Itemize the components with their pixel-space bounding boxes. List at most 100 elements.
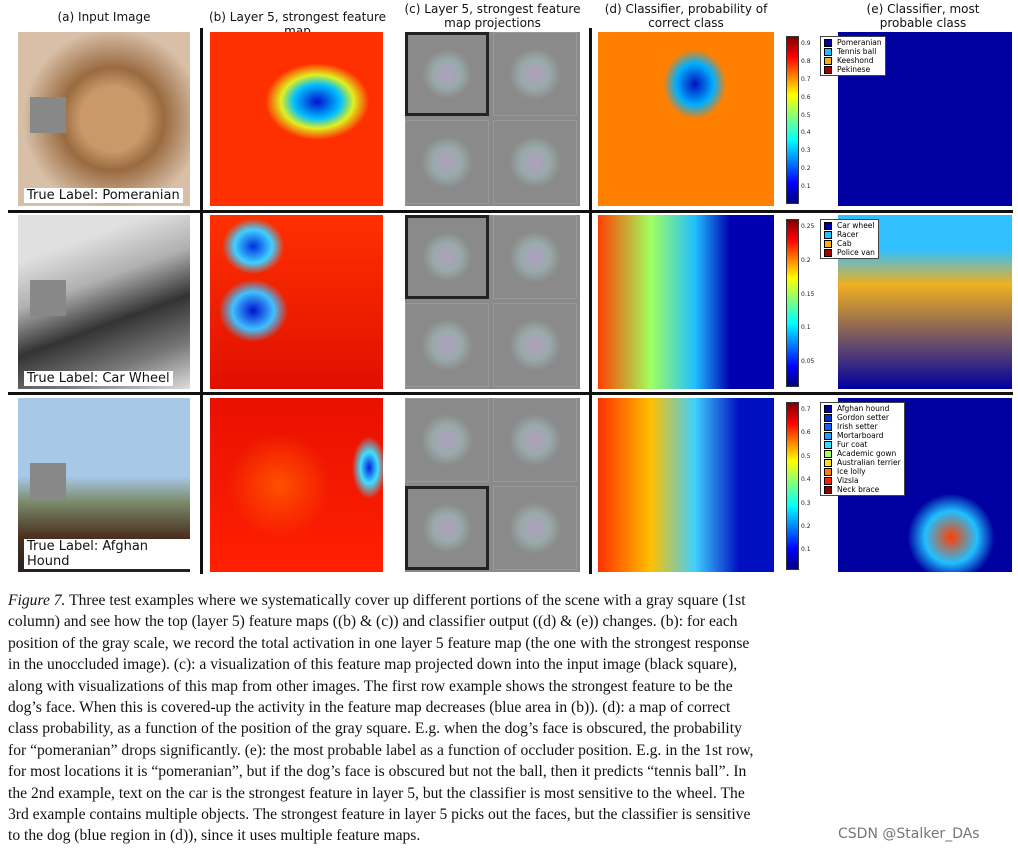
separator xyxy=(8,392,1013,395)
colorbar-tick: 0.1 xyxy=(801,183,811,191)
probability-map xyxy=(598,215,774,389)
legend-label: Academic gown xyxy=(837,449,897,458)
colorbar-tick: 0.05 xyxy=(801,358,815,366)
true-label: True Label: Pomeranian xyxy=(24,188,183,203)
legend-entry: Ice lolly xyxy=(824,467,901,476)
legend-label: Police van xyxy=(837,248,875,257)
legend-label: Car wheel xyxy=(837,221,875,230)
colorbar-tick: 0.5 xyxy=(801,111,811,119)
legend-entry: Pekinese xyxy=(824,65,882,74)
column-header: (a) Input Image xyxy=(57,10,151,24)
separator xyxy=(589,28,592,574)
projection-tile xyxy=(493,120,577,204)
occluder xyxy=(30,97,66,133)
caption-text: for “pomeranian” drops significantly. (e… xyxy=(8,741,754,759)
feature-map xyxy=(210,32,383,206)
caption-line: for most locations it is “pomeranian”, b… xyxy=(8,761,746,782)
caption-line: Figure 7. Three test examples where we s… xyxy=(8,590,746,611)
caption-line: position of the gray scale, we record th… xyxy=(8,633,749,654)
projection-tile xyxy=(493,215,577,299)
true-label: True Label: Car Wheel xyxy=(24,371,173,386)
legend-swatch xyxy=(824,39,832,47)
legend-label: Tennis ball xyxy=(837,47,877,56)
legend-entry: Keeshond xyxy=(824,56,882,65)
legend-entry: Academic gown xyxy=(824,449,901,458)
caption-line: 3rd example contains multiple objects. T… xyxy=(8,804,750,825)
colorbar-tick: 0.7 xyxy=(801,406,811,413)
legend-swatch xyxy=(824,450,832,458)
column-header: (d) Classifier, probability of correct c… xyxy=(604,2,768,30)
legend-swatch xyxy=(824,249,832,257)
projection-tile xyxy=(405,120,489,204)
feature-map xyxy=(210,398,383,572)
caption-line: along with visualizations of this map fr… xyxy=(8,676,733,697)
colorbar xyxy=(786,36,799,204)
legend-label: Cab xyxy=(837,239,852,248)
watermark: CSDN @Stalker_DAs xyxy=(838,826,980,842)
colorbar-tick: 0.25 xyxy=(801,223,815,230)
caption-text: column) and see how the top (layer 5) fe… xyxy=(8,613,738,631)
projection-tile xyxy=(493,303,577,387)
legend-label: Afghan hound xyxy=(837,404,890,413)
colorbar xyxy=(786,219,799,387)
projections xyxy=(405,215,580,389)
legend-entry: Afghan hound xyxy=(824,404,901,413)
caption-line: for “pomeranian” drops significantly. (e… xyxy=(8,740,753,761)
caption-text: position of the gray scale, we record th… xyxy=(8,634,750,652)
colorbar-tick: 0.15 xyxy=(801,290,815,298)
projection-tile xyxy=(493,398,577,482)
legend-label: Gordon setter xyxy=(837,413,889,422)
legend-entry: Tennis ball xyxy=(824,47,882,56)
caption-line: dog’s face. When this is covered-up the … xyxy=(8,697,730,718)
legend-entry: Pomeranian xyxy=(824,38,882,47)
input-image: True Label: Car Wheel xyxy=(18,215,190,389)
colorbar-tick: 0.2 xyxy=(801,522,811,530)
legend-swatch xyxy=(824,57,832,65)
caption-text: dog’s face. When this is covered-up the … xyxy=(8,699,731,716)
legend-swatch xyxy=(824,66,832,74)
legend-swatch xyxy=(824,240,832,248)
projections xyxy=(405,398,580,572)
legend-label: Irish setter xyxy=(837,422,878,431)
legend-entry: Cab xyxy=(824,239,875,248)
input-image: True Label: Pomeranian xyxy=(18,32,190,206)
caption-line: class probability, as a function of the … xyxy=(8,718,742,739)
legend-entry: Police van xyxy=(824,248,875,257)
legend-entry: Fur coat xyxy=(824,440,901,449)
caption-line: column) and see how the top (layer 5) fe… xyxy=(8,611,738,632)
caption-text: for most locations it is “pomeranian”, b… xyxy=(8,763,747,781)
colorbar-tick: 0.9 xyxy=(801,40,811,47)
legend-entry: Car wheel xyxy=(824,221,875,230)
legend-swatch xyxy=(824,423,832,431)
projection-tile xyxy=(405,486,489,570)
legend-swatch xyxy=(824,459,832,467)
projections xyxy=(405,32,580,206)
caption-text: along with visualizations of this map fr… xyxy=(8,677,733,695)
legend-label: Pekinese xyxy=(837,65,871,74)
true-label: True Label: Afghan Hound xyxy=(24,539,190,569)
caption-label: Figure 7. xyxy=(8,592,66,609)
legend: Car wheel Racer Cab Police van xyxy=(820,219,879,259)
legend-swatch xyxy=(824,48,832,56)
legend-entry: Neck brace xyxy=(824,485,901,494)
separator xyxy=(200,28,203,574)
legend-label: Pomeranian xyxy=(837,38,882,47)
colorbar-tick: 0.7 xyxy=(801,75,811,83)
column-header: (e) Classifier, most probable class xyxy=(866,2,980,30)
legend: Pomeranian Tennis ball Keeshond Pekinese xyxy=(820,36,886,76)
occluder xyxy=(30,280,66,316)
legend-swatch xyxy=(824,468,832,476)
colorbar-tick: 0.6 xyxy=(801,93,811,101)
legend-label: Mortarboard xyxy=(837,431,884,440)
legend-swatch xyxy=(824,477,832,485)
separator xyxy=(8,210,1013,213)
legend-entry: Irish setter xyxy=(824,422,901,431)
legend-swatch xyxy=(824,405,832,413)
legend-swatch xyxy=(824,414,832,422)
colorbar-tick: 0.8 xyxy=(801,57,811,65)
input-image: True Label: Afghan Hound xyxy=(18,398,190,572)
legend: Afghan hound Gordon setter Irish setter Mor… xyxy=(820,402,905,496)
column-header: (c) Layer 5, strongest feature map proje… xyxy=(404,2,581,30)
occluder xyxy=(30,463,66,499)
